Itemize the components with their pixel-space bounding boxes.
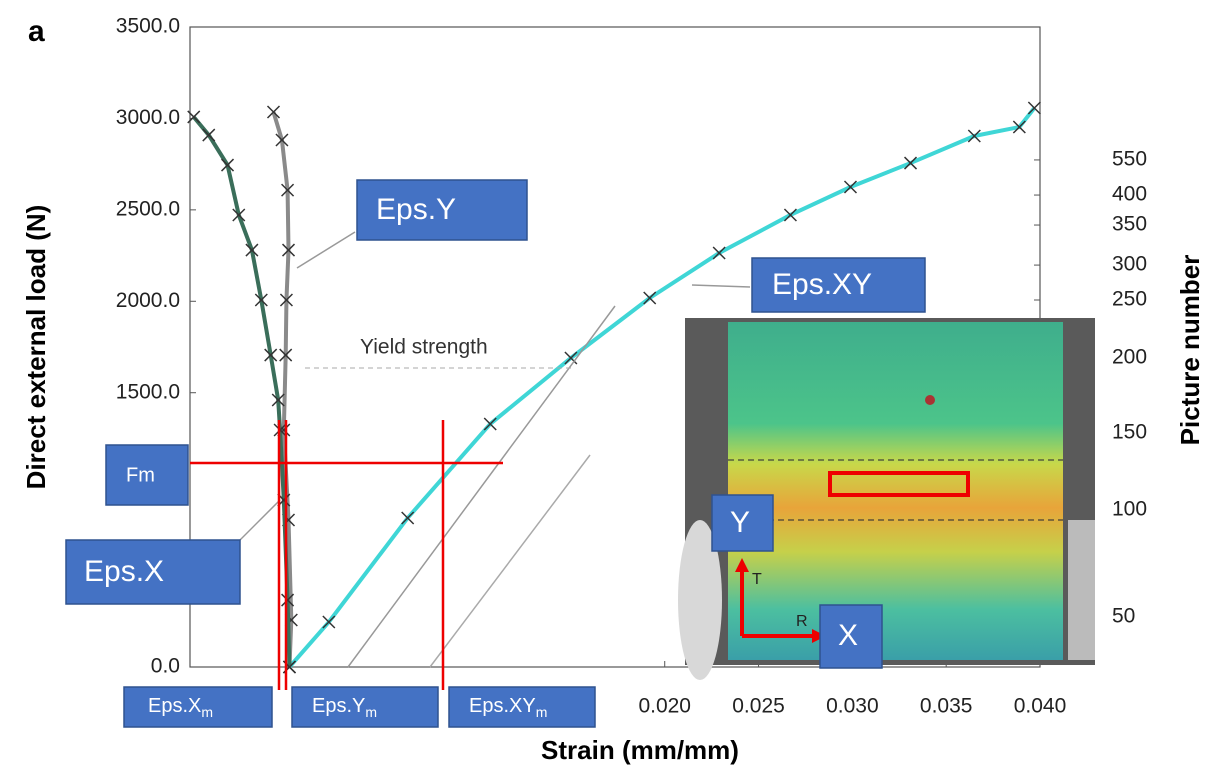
box-text: Eps.XY bbox=[772, 268, 872, 301]
box-text-sub: m bbox=[365, 704, 377, 720]
point-marker bbox=[644, 292, 656, 304]
pointer bbox=[692, 285, 750, 287]
panel-label: a bbox=[28, 15, 45, 48]
box-text: Eps.X bbox=[84, 555, 164, 588]
offset-line bbox=[348, 306, 615, 667]
y2-tick-label: 550 bbox=[1112, 147, 1147, 170]
point-marker bbox=[1028, 102, 1040, 114]
box-text-main: Eps.X bbox=[148, 695, 201, 717]
y2-axis-title: Picture number bbox=[1175, 255, 1205, 446]
annotation: Yield strength bbox=[360, 336, 488, 359]
x-tick-label: 0.030 bbox=[826, 695, 879, 718]
point-marker bbox=[484, 418, 496, 430]
box-text-sub: m bbox=[201, 704, 213, 720]
chart: a Direct external load (N) Picture numbe… bbox=[0, 0, 1215, 772]
inset-label: R bbox=[796, 613, 808, 630]
point-marker bbox=[203, 129, 215, 141]
y-tick-label: 2000.0 bbox=[116, 289, 180, 312]
y-axis-title: Direct external load (N) bbox=[21, 205, 51, 490]
label-box: Eps.XYm bbox=[449, 687, 595, 727]
offset-line bbox=[430, 455, 590, 667]
label-box: Y bbox=[712, 495, 773, 551]
x-tick-label: 0.040 bbox=[1014, 695, 1067, 718]
x-tick-label: 0.020 bbox=[638, 695, 691, 718]
y2-tick-label: 250 bbox=[1112, 288, 1147, 311]
label-box: Fm bbox=[106, 445, 188, 505]
box-text: Fm bbox=[126, 464, 155, 486]
box-text-main: Eps.Y bbox=[312, 695, 365, 717]
y-tick-label: 3500.0 bbox=[116, 15, 180, 38]
box-text: Eps.XYm bbox=[469, 695, 547, 719]
y2-tick-label: 400 bbox=[1112, 183, 1147, 206]
label-box: Eps.X bbox=[66, 540, 240, 604]
y2-tick-label: 200 bbox=[1112, 346, 1147, 369]
box-text: Y bbox=[730, 506, 750, 539]
label-box: Eps.Xm bbox=[124, 687, 272, 727]
point-marker bbox=[565, 352, 577, 364]
point-marker bbox=[402, 512, 414, 524]
label-box: Eps.Ym bbox=[292, 687, 438, 727]
label-box: Eps.XY bbox=[752, 258, 925, 312]
y2-tick-label: 150 bbox=[1112, 420, 1147, 443]
x-tick-label: 0.025 bbox=[732, 695, 785, 718]
inset-label: T bbox=[752, 571, 762, 588]
label-box: Eps.Y bbox=[357, 180, 527, 240]
box-text-main: Eps.XY bbox=[469, 695, 536, 717]
y-tick-label: 1500.0 bbox=[116, 380, 180, 403]
point-marker bbox=[323, 616, 335, 628]
pointer bbox=[297, 232, 355, 268]
x-axis-title: Strain (mm/mm) bbox=[541, 735, 739, 765]
y2-tick-label: 350 bbox=[1112, 213, 1147, 236]
label-box: X bbox=[820, 605, 882, 668]
y2-tick-label: 300 bbox=[1112, 253, 1147, 276]
x-tick-label: 0.035 bbox=[920, 695, 973, 718]
box-text-sub: m bbox=[536, 704, 548, 720]
y-tick-label: 2500.0 bbox=[116, 197, 180, 220]
box-text: X bbox=[838, 619, 858, 652]
y2-tick-label: 50 bbox=[1112, 605, 1135, 628]
y2-tick-label: 100 bbox=[1112, 497, 1147, 520]
y-tick-label: 3000.0 bbox=[116, 106, 180, 129]
y-tick-label: 0.0 bbox=[151, 655, 180, 678]
box-text: Eps.Y bbox=[376, 193, 456, 226]
